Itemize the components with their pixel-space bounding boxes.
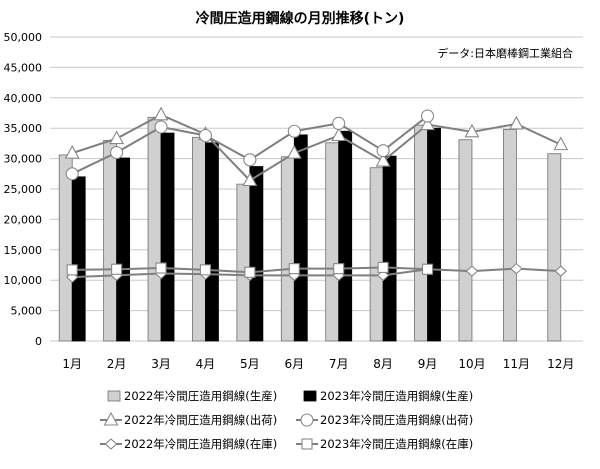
circle-marker xyxy=(287,124,301,138)
x-tick-label: 9月 xyxy=(418,357,438,371)
triangle-marker xyxy=(286,144,302,159)
x-tick-label: 10月 xyxy=(458,357,485,371)
bar-2023-production xyxy=(249,166,264,342)
legend: 2022年冷間圧造用鋼線(生産) 2023年冷間圧造用鋼線(生産) 2022年冷間圧… xyxy=(100,389,473,451)
square-marker xyxy=(333,263,345,275)
square-marker xyxy=(377,261,389,273)
circle-marker xyxy=(376,144,390,158)
circle-marker xyxy=(420,109,435,123)
y-tick-label: 10,000 xyxy=(4,274,43,287)
triangle-marker xyxy=(375,152,391,167)
y-tick-label: 45,000 xyxy=(4,61,43,74)
bar-2023-production xyxy=(116,157,131,342)
x-tick-label: 5月 xyxy=(240,357,260,371)
bar-2023-production xyxy=(293,134,308,342)
bar-2023-production xyxy=(205,142,219,342)
circle-marker xyxy=(332,116,346,130)
bar-2022-production xyxy=(103,139,118,342)
x-tick-label: 2月 xyxy=(107,357,127,371)
bar-2022-production xyxy=(147,116,162,342)
legend-triangle-marker xyxy=(103,411,119,426)
square-marker xyxy=(66,264,78,276)
x-tick-label: 3月 xyxy=(151,357,171,371)
bar-2022-production xyxy=(369,167,384,342)
y-tick-label: 15,000 xyxy=(4,244,43,257)
bars xyxy=(58,116,562,342)
triangle-marker xyxy=(331,127,347,142)
triangle-marker xyxy=(553,136,569,151)
square-marker xyxy=(288,263,300,275)
legend-swatch xyxy=(303,390,317,402)
x-tick-label: 6月 xyxy=(284,357,304,371)
x-tick-label: 1月 xyxy=(62,357,82,371)
square-marker xyxy=(155,262,167,274)
y-tick-label: 20,000 xyxy=(4,213,43,226)
legend-label: 2022年冷間圧造用鋼線(在庫) xyxy=(124,437,277,451)
bar-2022-production xyxy=(458,139,473,342)
y-tick-label: 0 xyxy=(35,335,42,348)
legend-label: 2022年冷間圧造用鋼線(出荷) xyxy=(124,413,277,427)
square-marker xyxy=(199,264,212,276)
chart-title: 冷間圧造用鋼線の月別推移(トン) xyxy=(196,10,405,27)
legend-label: 2023年冷間圧造用鋼線(出荷) xyxy=(320,413,473,427)
y-tick-label: 5,000 xyxy=(11,305,43,318)
diamond-marker xyxy=(465,265,479,277)
bar-2023-production xyxy=(71,176,86,342)
square-marker xyxy=(421,263,434,275)
circle-marker xyxy=(198,128,213,143)
circle-marker xyxy=(110,145,124,160)
triangle-marker xyxy=(420,116,435,131)
y-tick-label: 50,000 xyxy=(4,31,43,44)
lines xyxy=(64,106,569,283)
bar-2022-production xyxy=(280,156,295,342)
bar-2022-production xyxy=(236,183,251,342)
legend-label: 2023年冷間圧造用鋼線(在庫) xyxy=(320,437,473,451)
legend-label: 2022年冷間圧造用鋼線(生産) xyxy=(124,389,277,403)
diamond-marker xyxy=(554,265,568,277)
legend-diamond-marker xyxy=(104,438,118,450)
triangle-marker xyxy=(508,115,524,130)
bar-2022-production xyxy=(192,136,206,342)
square-marker xyxy=(111,263,123,275)
triangle-marker xyxy=(64,144,80,159)
x-tick-label: 12月 xyxy=(547,357,574,371)
bar-2023-production xyxy=(338,130,353,342)
y-tick-label: 35,000 xyxy=(4,122,43,135)
bar-2022-production xyxy=(547,153,562,342)
line-series-diamond xyxy=(72,267,561,279)
legend-label: 2023年冷間圧造用鋼線(生産) xyxy=(320,389,473,403)
diamond-marker xyxy=(510,262,523,275)
circle-marker xyxy=(154,120,168,134)
bar-2022-production xyxy=(325,142,340,342)
y-tick-label: 40,000 xyxy=(4,92,43,105)
x-tick-label: 11月 xyxy=(503,357,530,371)
bar-2022-production xyxy=(502,129,517,342)
gridlines xyxy=(50,36,583,342)
legend-square-marker xyxy=(301,438,313,450)
square-marker xyxy=(244,266,256,278)
x-tick-label: 8月 xyxy=(373,357,393,371)
y-tick-label: 30,000 xyxy=(4,153,43,166)
bar-2023-production xyxy=(160,132,175,342)
circle-marker xyxy=(243,153,257,167)
y-axis-ticks: 0 5,000 10,000 15,000 20,000 25,000 30,000 35,0… xyxy=(4,31,43,348)
legend-swatch xyxy=(107,390,121,402)
bar-2023-production xyxy=(427,127,441,342)
x-axis-ticks: 1月 2月 3月 4月 5月 6月 7月 8月 9月 10月 11月 12月 xyxy=(62,357,574,371)
source-note: データ:日本磨棒鋼工業組合 xyxy=(437,46,573,60)
triangle-marker xyxy=(153,106,169,121)
line-series-triangle xyxy=(71,113,562,182)
legend-circle-marker xyxy=(300,413,314,427)
y-tick-label: 25,000 xyxy=(4,183,43,196)
bar-2022-production xyxy=(414,124,428,342)
x-tick-label: 7月 xyxy=(329,357,349,371)
bar-2023-production xyxy=(382,155,397,342)
triangle-marker xyxy=(464,123,480,138)
bar-2022-production xyxy=(58,154,73,342)
circle-marker xyxy=(65,167,79,181)
triangle-marker xyxy=(109,130,125,145)
triangle-marker xyxy=(242,172,258,187)
x-tick-label: 4月 xyxy=(196,357,216,371)
